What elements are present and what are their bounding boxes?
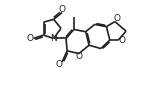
Text: O: O xyxy=(59,5,66,14)
Text: O: O xyxy=(27,34,34,43)
Text: O: O xyxy=(119,36,126,45)
Text: O: O xyxy=(56,60,63,69)
Text: N: N xyxy=(50,34,57,43)
Text: O: O xyxy=(113,14,120,23)
Text: O: O xyxy=(75,52,83,62)
